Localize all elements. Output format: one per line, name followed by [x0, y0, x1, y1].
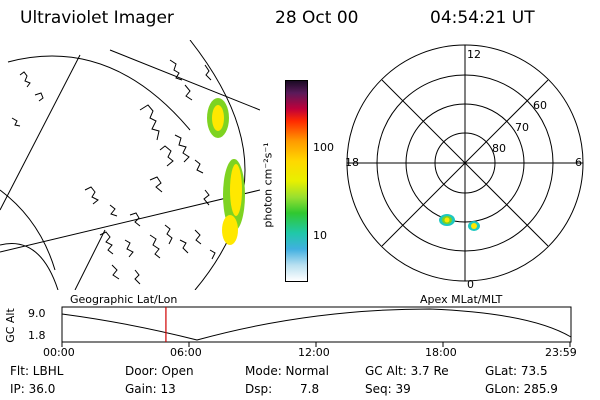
- alt-ytick-high: 9.0: [28, 307, 46, 320]
- mlt-line-diag: [381, 79, 549, 247]
- grid-line: [0, 189, 260, 253]
- xtick-0600: 06:00: [170, 346, 202, 359]
- status-seq: Seq: 39: [365, 382, 411, 396]
- lat-label-80: 80: [492, 142, 506, 155]
- status-glat: GLat: 73.5: [485, 364, 548, 378]
- status-filter: Flt: LBHL: [10, 364, 64, 378]
- polar-aurora: [439, 214, 480, 231]
- mlt-label-12: 12: [467, 48, 481, 61]
- grid-arc: [7, 55, 191, 131]
- grid-arc: [0, 243, 59, 290]
- lat-label-70: 70: [515, 121, 529, 134]
- altitude-timeline: [61, 306, 572, 347]
- alt-ylabel: GC Alt: [3, 308, 17, 343]
- mlt-label-0: 0: [467, 278, 474, 290]
- app-title: Ultraviolet Imager: [20, 8, 174, 28]
- status-mode: Mode: Normal: [245, 364, 329, 378]
- time-readout: 04:54:21 UT: [430, 8, 535, 28]
- polar-panel-label: Apex MLat/MLT: [420, 293, 503, 306]
- colorbar-tick-100: 100: [313, 141, 334, 154]
- aurora-region: [230, 164, 242, 216]
- mlt-label-18: 18: [345, 156, 359, 169]
- status-dsp-label: Dsp:: [245, 382, 273, 396]
- geo-panel-label: Geographic Lat/Lon: [70, 293, 178, 306]
- coastline: [164, 224, 216, 260]
- grid-line: [0, 54, 81, 211]
- grid-arc: [0, 189, 56, 271]
- altitude-curve: [61, 308, 572, 341]
- xtick-0000: 00:00: [43, 346, 75, 359]
- colorbar-tick-10: 10: [313, 229, 327, 242]
- status-door: Door: Open: [125, 364, 194, 378]
- polar-plot: 12 18 6 0 60 70 80: [345, 44, 584, 290]
- aurora-region: [471, 223, 477, 229]
- xtick-2359: 23:59: [545, 346, 577, 359]
- coastline: [174, 134, 210, 206]
- status-dsp-value: 7.8: [300, 382, 320, 396]
- geographic-image: [0, 40, 260, 290]
- colorbar: [285, 80, 308, 282]
- coastline: [11, 71, 44, 127]
- coastline: [139, 104, 174, 193]
- earth-limb: [189, 40, 246, 290]
- aurora-region: [212, 105, 224, 131]
- date-readout: 28 Oct 00: [275, 8, 359, 28]
- alt-ytick-low: 1.8: [28, 329, 46, 342]
- lat-label-60: 60: [533, 99, 547, 112]
- colorbar-unit: photon cm⁻²s⁻¹: [261, 142, 275, 228]
- aurora-region: [222, 215, 238, 245]
- coastline: [84, 186, 141, 227]
- xtick-1200: 12:00: [298, 346, 330, 359]
- mlt-label-6: 6: [575, 156, 582, 169]
- status-ip: IP: 36.0: [10, 382, 56, 396]
- coastline: [169, 59, 212, 101]
- status-glon: GLon: 285.9: [485, 382, 558, 396]
- coastline: [99, 231, 161, 259]
- status-gc-alt: GC Alt: 3.7 Re: [365, 364, 449, 378]
- xtick-1800: 18:00: [425, 346, 457, 359]
- timeline-frame: [61, 306, 572, 343]
- grid-line: [109, 49, 260, 111]
- grid-line: [74, 229, 106, 290]
- aurora-region: [444, 217, 450, 223]
- aurora-emission: [207, 98, 245, 245]
- status-gain: Gain: 13: [125, 382, 176, 396]
- coastline: [111, 264, 141, 285]
